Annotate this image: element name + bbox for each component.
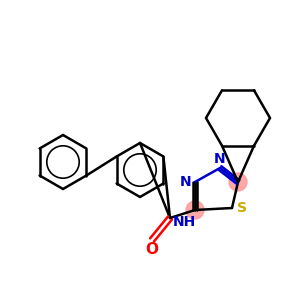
- Text: O: O: [146, 242, 158, 257]
- Text: N: N: [214, 152, 226, 166]
- Circle shape: [229, 173, 247, 191]
- Text: N: N: [180, 175, 192, 189]
- Text: S: S: [237, 201, 247, 215]
- Text: NH: NH: [173, 215, 196, 229]
- Circle shape: [186, 201, 204, 219]
